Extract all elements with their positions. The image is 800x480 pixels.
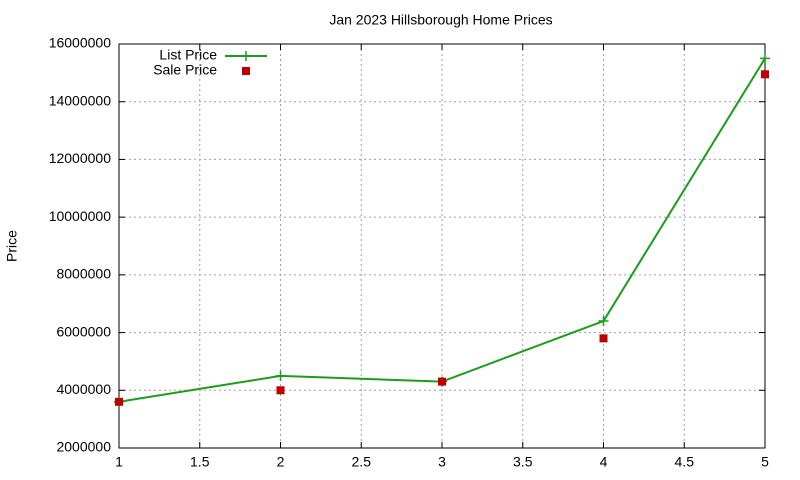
y-tick-label: 6000000 (56, 323, 111, 339)
legend-swatch (241, 51, 251, 61)
y-tick-label: 4000000 (56, 381, 111, 397)
plot-border (118, 43, 766, 449)
y-tick-label: 2000000 (56, 439, 111, 455)
x-tick-label: 4 (600, 454, 608, 470)
point-marker (438, 377, 446, 386)
x-tick-label: 5 (761, 454, 769, 470)
y-tick-label: 14000000 (49, 92, 112, 108)
x-tick-label: 1.5 (190, 454, 210, 470)
point-marker (275, 370, 286, 381)
x-tick-label: 2.5 (352, 454, 372, 470)
x-tick-label: 1 (115, 454, 123, 470)
legend-label: List Price (159, 47, 217, 63)
point-marker (599, 334, 608, 343)
x-tick-label: 4.5 (675, 454, 695, 470)
x-tick-label: 3.5 (513, 454, 533, 470)
y-tick-label: 8000000 (56, 266, 111, 282)
y-tick-label: 16000000 (49, 35, 112, 51)
point-marker (760, 53, 770, 64)
y-axis-label: Price (4, 230, 20, 262)
x-tick-label: 3 (438, 454, 446, 470)
chart-title: Jan 2023 Hillsborough Home Prices (329, 12, 552, 28)
legend-swatch (242, 67, 250, 75)
point-marker (115, 397, 123, 406)
x-tick-label: 2 (277, 454, 285, 470)
legend-label: Sale Price (153, 62, 217, 78)
y-tick-label: 10000000 (49, 208, 112, 224)
y-tick-label: 12000000 (49, 150, 112, 166)
point-marker (761, 70, 769, 79)
point-marker (276, 386, 285, 395)
point-marker (598, 316, 609, 327)
